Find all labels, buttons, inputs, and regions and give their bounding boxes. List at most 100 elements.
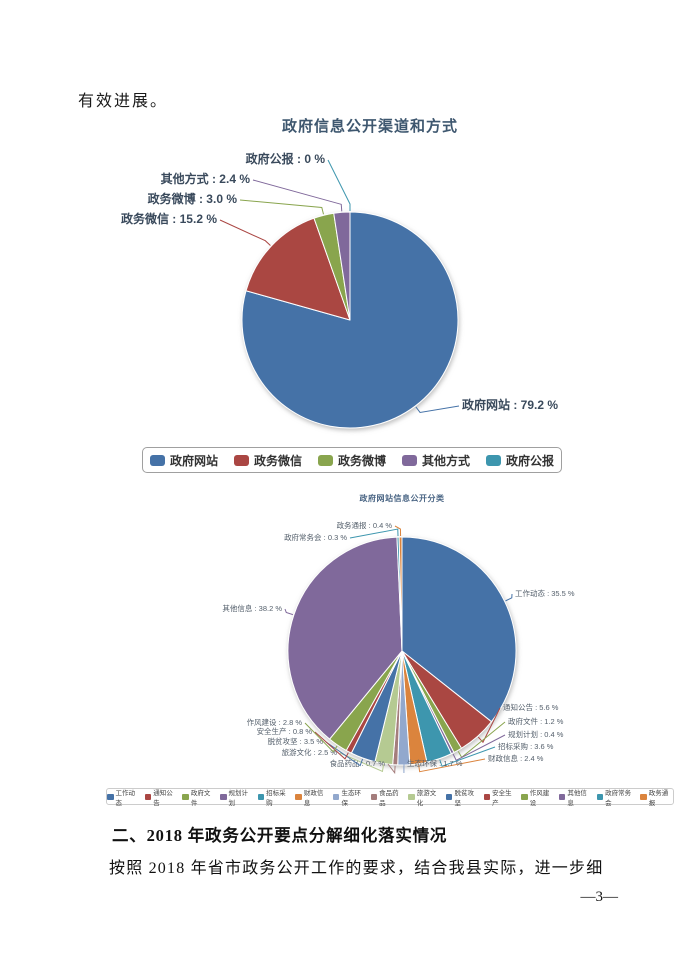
legend-item: 政府网站 — [149, 452, 218, 469]
label-connector — [252, 179, 343, 212]
label-connector — [219, 219, 271, 246]
label-connector — [415, 405, 460, 413]
slice-label: 其他方式 : 2.4 % — [161, 171, 251, 186]
body-paragraph: 按照 2018 年省市政务公开工作的要求，结合我县实际，进一步细 — [109, 860, 604, 877]
pie-slice — [401, 536, 517, 723]
chart1-legend: 政府网站 政务微信 政务微博 其他方式 政府公报 — [142, 447, 562, 473]
legend-label: 政府网站 — [169, 453, 218, 468]
label-connector — [439, 746, 496, 767]
legend-swatch — [445, 793, 453, 800]
legend-item: 安全生产 — [483, 787, 517, 807]
legend-label: 规划计划 — [228, 789, 249, 807]
page-number: —3— — [580, 889, 619, 905]
label-connector — [339, 752, 385, 773]
legend-label: 政务微信 — [253, 453, 302, 468]
slice-label: 政务微信 : 15.2 % — [121, 211, 217, 226]
legend-label: 其他信息 — [567, 789, 587, 807]
legend-label: 工作动态 — [115, 789, 136, 807]
intro-text: 有效进展。 — [78, 93, 169, 110]
legend-item: 政府常务会 — [596, 787, 636, 807]
label-connector — [327, 159, 351, 211]
slice-label: 作风建设 : 2.8 % — [247, 717, 303, 727]
slice-label: 通知公告 : 5.6 % — [503, 702, 559, 712]
slice-label: 生态环保 : 1.7 % — [407, 758, 463, 768]
label-connector — [394, 525, 402, 537]
slice-label: 政府公报 : 0 % — [246, 151, 326, 166]
legend-label: 政务通报 — [648, 789, 669, 807]
label-connector — [418, 758, 486, 773]
label-connector — [452, 734, 506, 761]
pie-1-slices — [241, 211, 459, 429]
pie-slice — [287, 536, 403, 740]
pie-2-slices — [287, 536, 517, 766]
legend-item: 脱贫攻坚 — [445, 787, 479, 807]
legend-item: 工作动态 — [107, 787, 140, 807]
pie-2-labels: 工作动态 : 35.5 % 通知公告 : 5.6 % 政府文件 : 1.2 % 规划计… — [222, 520, 575, 775]
label-connector — [314, 731, 349, 760]
legend-swatch — [149, 454, 165, 466]
legend-swatch — [483, 793, 491, 800]
legend-swatch — [596, 793, 604, 800]
label-connector — [325, 741, 364, 767]
legend-label: 食品药品 — [379, 789, 399, 807]
legend-swatch — [332, 793, 340, 800]
legend-label: 其他方式 — [422, 453, 471, 468]
legend-swatch — [107, 793, 114, 800]
legend-swatch — [486, 454, 502, 466]
legend-item: 政务通报 — [640, 787, 673, 807]
legend-item: 规划计划 — [220, 787, 253, 807]
slice-label: 脱贫攻坚 : 3.5 % — [268, 736, 324, 746]
slice-label: 规划计划 : 0.4 % — [508, 729, 564, 739]
label-connector — [477, 707, 501, 744]
legend-swatch — [144, 793, 152, 800]
legend-label: 政府公报 — [506, 453, 555, 468]
chart2-title: 政府网站信息公开分类 — [359, 494, 445, 503]
legend-item: 政府公报 — [486, 452, 554, 469]
legend-swatch — [295, 793, 302, 800]
legend-swatch — [370, 793, 378, 800]
legend-item: 食品药品 — [370, 787, 404, 807]
legend-item: 通知公告 — [144, 787, 178, 807]
pie-slice — [245, 217, 351, 321]
slice-label: 政府常务会 : 0.3 % — [284, 532, 347, 542]
legend-swatch — [558, 793, 566, 800]
legend-item: 财政信息 — [295, 787, 328, 807]
pie-1-labels: 政府网站 : 79.2 % 政务微信 : 15.2 % 政务微博 : 3.0 % 其他… — [121, 151, 558, 413]
legend-label: 招标采购 — [266, 789, 286, 807]
legend-item: 招标采购 — [257, 787, 291, 807]
legend-label: 脱贫攻坚 — [454, 789, 474, 807]
legend-swatch — [220, 793, 227, 800]
legend-item: 其他方式 — [402, 452, 470, 469]
chart2-legend: 工作动态 通知公告 政府文件 规划计划 招标采购 财政信息 生态环保 食品药品 旅游文化 脱贫攻坚… — [106, 787, 674, 807]
legend-label: 旅游文化 — [416, 789, 437, 807]
legend-item: 其他信息 — [558, 787, 592, 807]
legend-item: 政务微博 — [317, 452, 386, 469]
slice-label: 其他信息 : 38.2 % — [222, 603, 282, 613]
legend-swatch — [233, 454, 249, 466]
slice-label: 食品药品 : 0.7 % — [330, 758, 386, 768]
legend-label: 安全生产 — [492, 789, 512, 807]
legend-item: 作风建设 — [521, 787, 554, 807]
legend-swatch — [521, 793, 528, 800]
legend-swatch — [257, 793, 265, 800]
legend-swatch — [182, 793, 189, 800]
legend-label: 生态环保 — [341, 789, 361, 807]
slice-label: 招标采购 : 3.6 % — [498, 741, 554, 751]
slice-label: 政府网站 : 79.2 % — [462, 397, 558, 412]
label-connector — [239, 199, 324, 215]
label-connector — [304, 722, 338, 753]
legend-item: 旅游文化 — [408, 787, 441, 807]
legend-swatch — [402, 454, 417, 466]
legend-swatch — [408, 793, 415, 800]
slice-label: 工作动态 : 35.5 % — [515, 588, 575, 598]
slice-label: 政务通报 : 0.4 % — [337, 520, 393, 530]
label-connector — [387, 763, 396, 775]
slice-label: 安全生产 : 0.8 % — [257, 726, 313, 736]
legend-swatch — [317, 454, 333, 466]
legend-label: 政府常务会 — [605, 789, 632, 807]
legend-label: 通知公告 — [153, 789, 173, 807]
pie-slice — [333, 211, 351, 321]
legend-item: 政务微信 — [233, 452, 302, 469]
